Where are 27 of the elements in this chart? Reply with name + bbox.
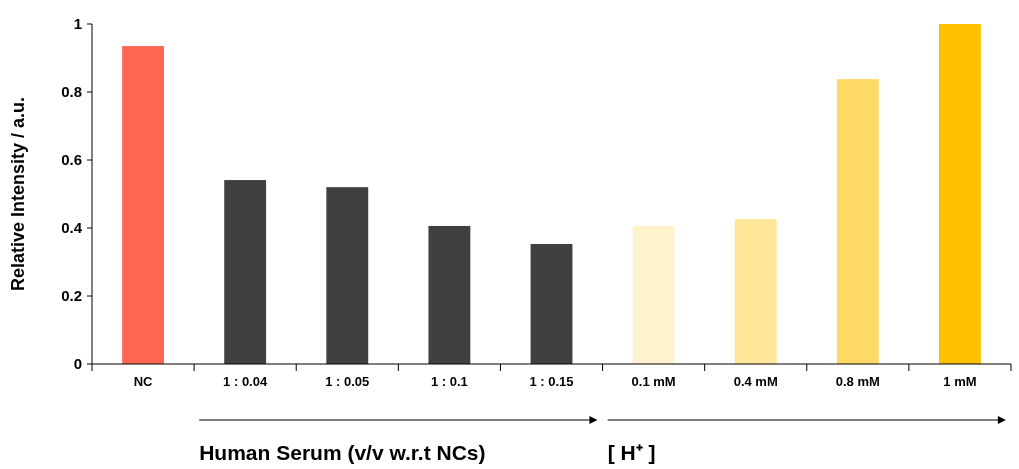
x-tick-label: 1 : 0.04 [223,374,268,389]
bar [530,243,573,364]
x-tick-label: 1 : 0.1 [430,374,468,389]
bar [428,225,471,364]
bar [939,24,981,364]
x-tick-label: 0.1 mM [631,374,676,389]
x-tick-label: 1 : 0.05 [325,374,370,389]
x-tick-label: 0.4 mM [733,374,778,389]
x-tick-label: 1 : 0.15 [529,374,574,389]
y-axis-title: Relative Intensity / a.u. [8,96,28,292]
y-tick-label: 0 [73,355,82,373]
text: [ H⁺ ] [607,441,656,464]
text: Human Serum (v/v w.r.t NCs) [199,441,486,464]
y-tick-label: 0.4 [61,219,83,237]
bar [836,79,879,364]
bar [734,219,777,364]
bar [122,46,164,364]
y-tick-label: 1 [73,15,82,33]
y-tick-label: 0.6 [61,151,82,169]
bar [224,180,267,364]
x-tick-label: 0.8 mM [835,374,880,389]
y-tick-label: 0.2 [61,287,82,305]
x-tick-label: 1 mM [943,374,977,389]
x-tick-label: NC [133,374,154,389]
bar [326,187,369,364]
y-tick-label: 0.8 [61,83,82,101]
bar [632,225,675,364]
